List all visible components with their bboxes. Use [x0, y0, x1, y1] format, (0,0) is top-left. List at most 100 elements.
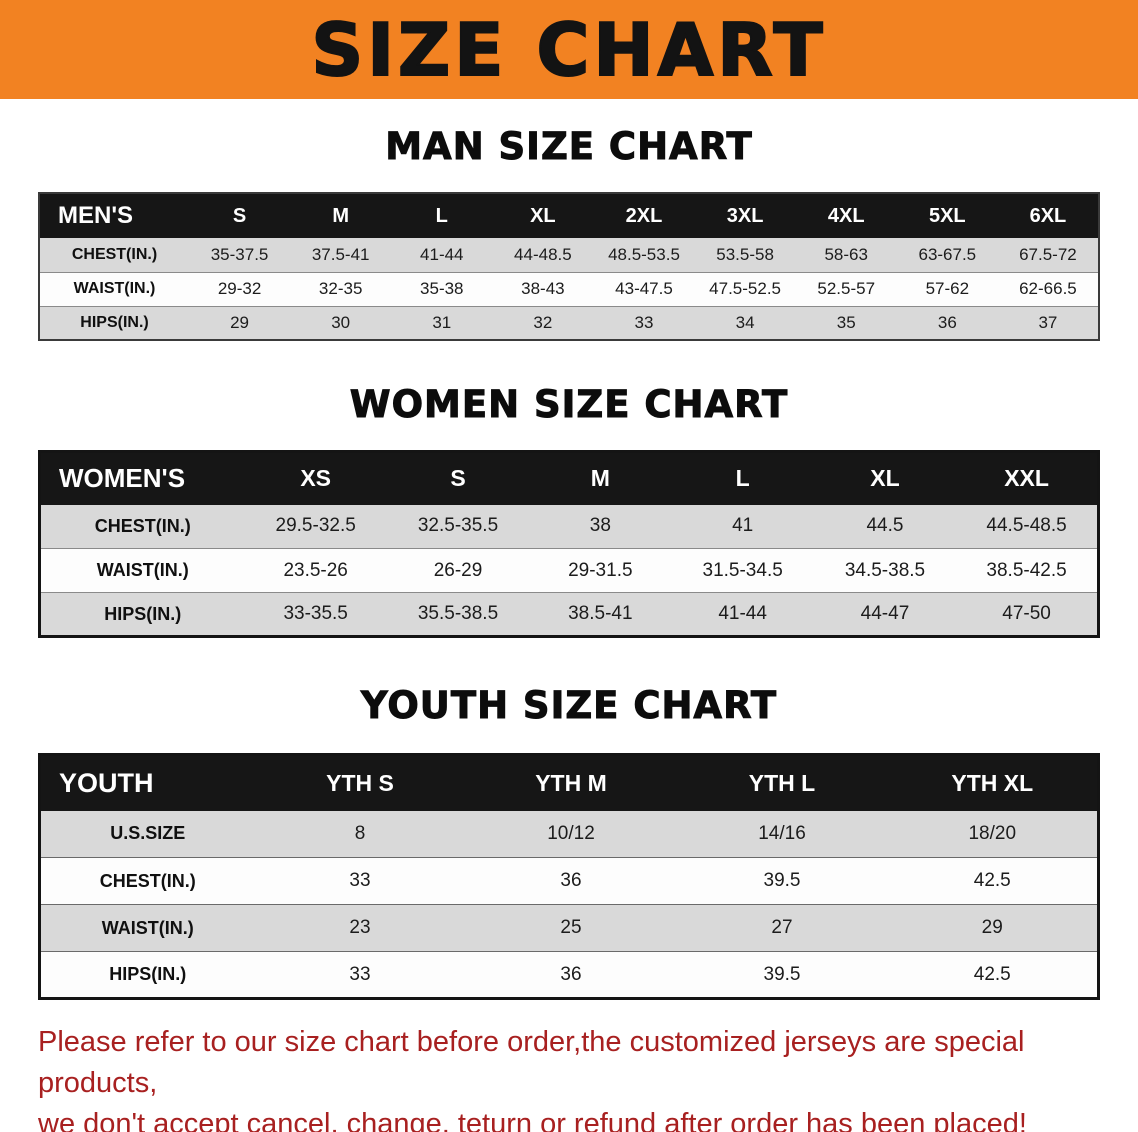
measurement-value-cell: 57-62 [925, 279, 970, 298]
row-label-cell: WAIST(IN.) [73, 280, 156, 297]
row-label-cell: CHEST(IN.) [94, 515, 191, 536]
disclaimer-line-1: Please refer to our size chart before or… [38, 1026, 1025, 1100]
table-header-row: MEN'S S M L XL 2XL 3XL 4XL 5XL 6XL [39, 193, 1099, 238]
disclaimer-note: Please refer to our size chart before or… [0, 1022, 1138, 1132]
size-column-header: YTH S [254, 754, 466, 811]
measurement-value-cell: 29.5-32.5 [275, 515, 356, 537]
banner: SIZE CHART [0, 0, 1138, 99]
size-column-header: 4XL [795, 193, 897, 238]
measurement-value-cell: 47-50 [1002, 603, 1051, 624]
measurement-row: CHEST(IN.) 35-37.5 37.5-41 41-44 44-48.5 48.5… [39, 238, 1099, 272]
women-section-heading: WOMEN SIZE CHART [349, 383, 789, 427]
measurement-value-cell: 43-47.5 [615, 279, 673, 298]
measurement-value-cell: 67.5-72 [1019, 244, 1077, 264]
size-column-header: M [290, 193, 392, 238]
measurement-value-cell: 25 [560, 917, 582, 938]
measurement-value-cell: 23.5-26 [283, 559, 348, 581]
size-column-header: 3XL [694, 193, 796, 238]
measurement-value-cell: 29-32 [217, 279, 262, 298]
size-column-header: L [671, 451, 814, 505]
measurement-value-cell: 27 [771, 917, 793, 938]
measurement-value-cell: 42.5 [973, 963, 1011, 985]
measurement-value-cell: 32.5-35.5 [417, 515, 499, 537]
men-section-heading: MAN SIZE CHART [385, 125, 753, 169]
size-column-header: S [386, 451, 530, 505]
table-title-cell: WOMEN'S [39, 451, 245, 505]
measurement-value-cell: 35-38 [420, 279, 464, 298]
size-column-header: YTH XL [887, 754, 1099, 811]
measurement-value-cell: 34 [735, 312, 755, 332]
measurement-value-cell: 29-31.5 [568, 559, 633, 581]
measurement-value-cell: 36 [560, 870, 582, 891]
size-column-header: 2XL [593, 193, 695, 238]
measurement-value-cell: 35.5-38.5 [417, 603, 499, 624]
measurement-value-cell: 23 [349, 917, 371, 938]
measurement-value-cell: 47.5-52.5 [709, 279, 782, 298]
row-label-cell: HIPS(IN.) [80, 313, 149, 331]
measurement-value-cell: 44-47 [860, 603, 910, 624]
women-size-table: WOMEN'S XS S M L XL XXL CHEST(IN.) 29.5-32.5 32.5… [38, 450, 1100, 638]
table-header-row: YOUTH YTH S YTH M YTH L YTH XL [39, 754, 1099, 811]
size-column-header: 5XL [896, 193, 998, 238]
measurement-value-cell: 29 [981, 917, 1003, 938]
measurement-value-cell: 62-66.5 [1019, 279, 1077, 298]
measurement-value-cell: 30 [331, 312, 351, 332]
measurement-value-cell: 32 [533, 312, 553, 332]
table-header-row: WOMEN'S XS S M L XL XXL [39, 451, 1099, 505]
measurement-value-cell: 41 [732, 515, 754, 537]
measurement-value-cell: 44.5-48.5 [986, 515, 1067, 537]
measurement-value-cell: 39.5 [763, 870, 801, 891]
measurement-value-cell: 31.5-34.5 [702, 559, 783, 581]
size-column-header: XL [492, 193, 594, 238]
row-label-cell: HIPS(IN.) [104, 603, 182, 624]
measurement-value-cell: 52.5-57 [817, 279, 876, 298]
measurement-value-cell: 14/16 [758, 822, 806, 844]
table-title-cell: YOUTH [39, 754, 255, 811]
youth-size-table: YOUTH YTH S YTH M YTH L YTH XL U.S.SIZE 8 10/12… [38, 753, 1100, 1000]
measurement-value-cell: 53.5-58 [716, 244, 774, 264]
size-column-header: XS [244, 451, 387, 505]
measurement-row: WAIST(IN.) 29-32 32-35 35-38 38-43 43-47.5 47.… [39, 272, 1099, 306]
table-title-cell: MEN'S [39, 193, 189, 238]
measurement-row: HIPS(IN.) 33-35.5 35.5-38.5 38.5-41 41-44 44-… [39, 592, 1099, 637]
measurement-row: HIPS(IN.) 33 36 39.5 42.5 [39, 951, 1099, 999]
measurement-value-cell: 39.5 [763, 963, 801, 985]
measurement-value-cell: 38-43 [521, 279, 565, 298]
men-size-section: MAN SIZE CHART MEN'S S M L XL 2XL 3XL 4XL 5XL 6XL… [0, 125, 1138, 341]
measurement-row: U.S.SIZE 8 10/12 14/16 18/20 [39, 810, 1099, 858]
size-column-header: XL [813, 451, 957, 505]
size-column-header: 6XL [997, 193, 1099, 238]
measurement-value-cell: 37.5-41 [311, 244, 370, 264]
disclaimer-line-2: we don't accept cancel, change, teturn o… [38, 1108, 1027, 1132]
youth-size-section: YOUTH SIZE CHART YOUTH YTH S YTH M YTH L YTH… [0, 684, 1138, 1000]
row-label-cell: WAIST(IN.) [96, 560, 189, 580]
row-label-cell: U.S.SIZE [110, 823, 186, 844]
size-column-header: YTH M [465, 754, 677, 811]
measurement-value-cell: 29 [230, 312, 250, 332]
size-column-header: M [529, 451, 672, 505]
measurement-value-cell: 26-29 [433, 559, 483, 581]
row-label-cell: CHEST(IN.) [99, 870, 196, 891]
measurement-value-cell: 63-67.5 [918, 244, 977, 264]
measurement-value-cell: 18/20 [968, 822, 1017, 844]
row-label-cell: WAIST(IN.) [101, 917, 194, 938]
measurement-value-cell: 36 [937, 312, 957, 332]
measurement-value-cell: 48.5-53.5 [608, 244, 680, 264]
measurement-value-cell: 33 [634, 312, 654, 332]
youth-section-heading: YOUTH SIZE CHART [360, 684, 778, 728]
measurement-value-cell: 31 [432, 312, 452, 332]
measurement-value-cell: 33 [349, 870, 371, 891]
measurement-value-cell: 37 [1038, 312, 1058, 332]
size-column-header: YTH L [676, 754, 888, 811]
measurement-row: CHEST(IN.) 33 36 39.5 42.5 [39, 857, 1099, 905]
measurement-row: WAIST(IN.) 23.5-26 26-29 29-31.5 31.5-34.5 34… [39, 548, 1099, 593]
measurement-value-cell: 8 [354, 822, 366, 844]
size-column-header: S [189, 193, 291, 238]
measurement-value-cell: 32-35 [318, 279, 363, 298]
men-size-table: MEN'S S M L XL 2XL 3XL 4XL 5XL 6XL CHEST(IN.) 35-37… [38, 192, 1100, 341]
measurement-value-cell: 41-44 [718, 603, 767, 624]
measurement-value-cell: 38.5-42.5 [986, 559, 1067, 581]
row-label-cell: HIPS(IN.) [109, 964, 187, 984]
measurement-row: HIPS(IN.) 29 30 31 32 33 34 35 36 37 [39, 306, 1099, 340]
measurement-value-cell: 44.5 [866, 515, 904, 537]
